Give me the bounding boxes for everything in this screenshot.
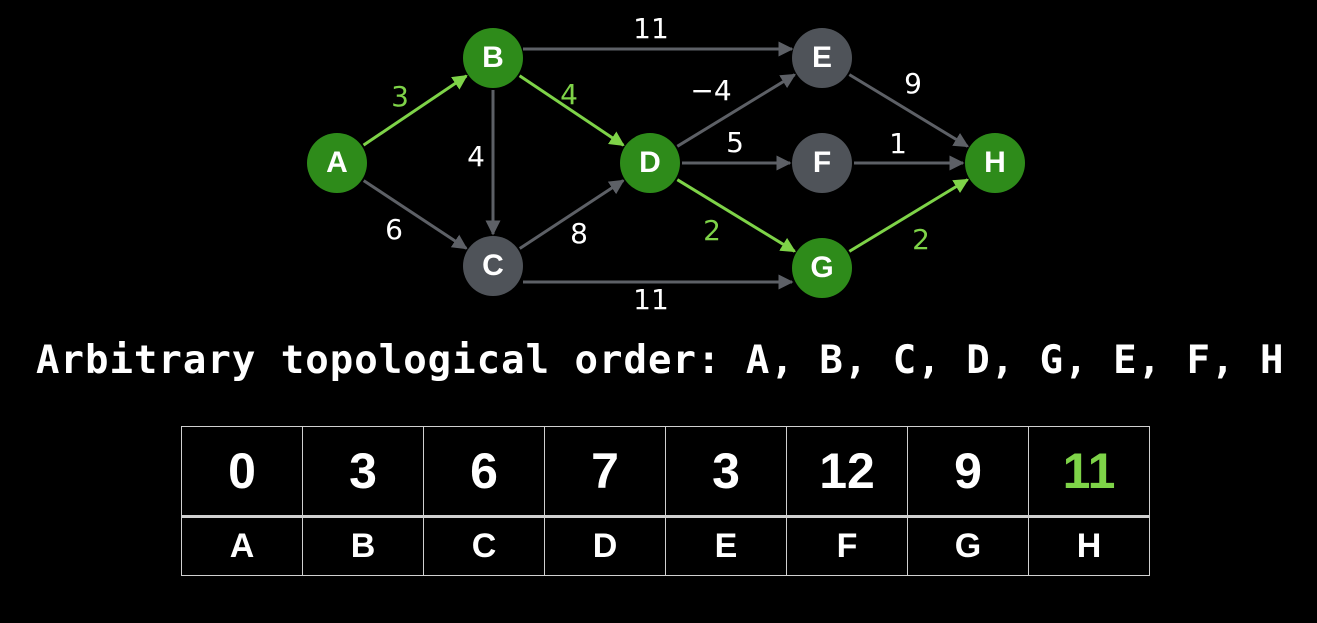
dag-diagram: 3 6 4 4 11 8 11 −4 5 2 9 1 2 A B C D E F G H [307,12,1025,316]
node-label-b: B [482,41,504,74]
vertex-cell-c: C [423,516,545,576]
vertex-cell-h: H [1028,516,1150,576]
node-c: C [463,236,523,296]
vertex-cell-e: E [665,516,787,576]
node-a: A [307,133,367,193]
vertex-cell-a: A [181,516,303,576]
distance-cell-c: 6 [423,426,545,517]
node-f: F [792,133,852,193]
node-label-f: F [813,146,831,179]
node-label-e: E [812,41,832,74]
distance-cell-g: 9 [907,426,1029,517]
distance-row: 0 3 6 7 3 12 9 11 [181,426,1150,517]
edge-weight-b-e: 11 [633,12,669,45]
edge-weight-a-c: 6 [385,213,403,246]
edge-weight-b-d: 4 [560,78,578,111]
node-circle-a [307,133,367,193]
edge-b-d [518,74,625,147]
edge-a-c [362,179,468,250]
vertex-cell-g: G [907,516,1029,576]
node-label-h: H [984,146,1006,179]
distance-cell-b: 3 [302,426,424,517]
distance-cell-e: 3 [665,426,787,517]
node-g: G [792,238,852,298]
edge-weight-b-c: 4 [467,140,485,173]
edge-weight-d-f: 5 [726,126,744,159]
edge-weight-f-h: 1 [889,127,907,160]
node-e: E [792,28,852,88]
distance-cell-a: 0 [181,426,303,517]
edge-d-g [676,178,796,253]
node-d: D [620,133,680,193]
edge-d-e [676,73,796,148]
node-b: B [463,28,523,88]
edge-g-h [848,178,969,253]
node-label-d: D [639,146,661,179]
edge-weight-c-d: 8 [570,217,588,250]
edge-weight-d-g: 2 [703,214,721,247]
node-label-a: A [326,146,348,179]
distance-cell-h: 11 [1028,426,1150,517]
node-label-c: C [482,249,504,282]
edge-weight-c-g: 11 [633,283,669,316]
node-circle-d [620,133,680,193]
edge-a-b [362,74,468,147]
edge-c-d [518,179,625,250]
node-circle-f [792,133,852,193]
vertex-cell-b: B [302,516,424,576]
nodes: A B C D E F G H [307,28,1025,298]
distance-cell-d: 7 [544,426,666,517]
edge-labels: 3 6 4 4 11 8 11 −4 5 2 9 1 2 [385,12,930,316]
distance-cell-f: 12 [786,426,908,517]
vertex-cell-d: D [544,516,666,576]
node-h: H [965,133,1025,193]
vertex-cell-f: F [786,516,908,576]
node-circle-g [792,238,852,298]
edge-weight-g-h: 2 [912,223,930,256]
topological-order-caption: Arbitrary topological order: A, B, C, D,… [36,338,1285,383]
edge-weight-d-e: −4 [690,74,731,107]
edge-e-h [848,73,969,148]
edge-weight-e-h: 9 [904,67,922,100]
node-circle-e [792,28,852,88]
node-circle-h [965,133,1025,193]
node-circle-b [463,28,523,88]
node-label-g: G [810,251,833,284]
node-circle-c [463,236,523,296]
edge-weight-a-b: 3 [391,80,409,113]
edges [362,41,969,290]
